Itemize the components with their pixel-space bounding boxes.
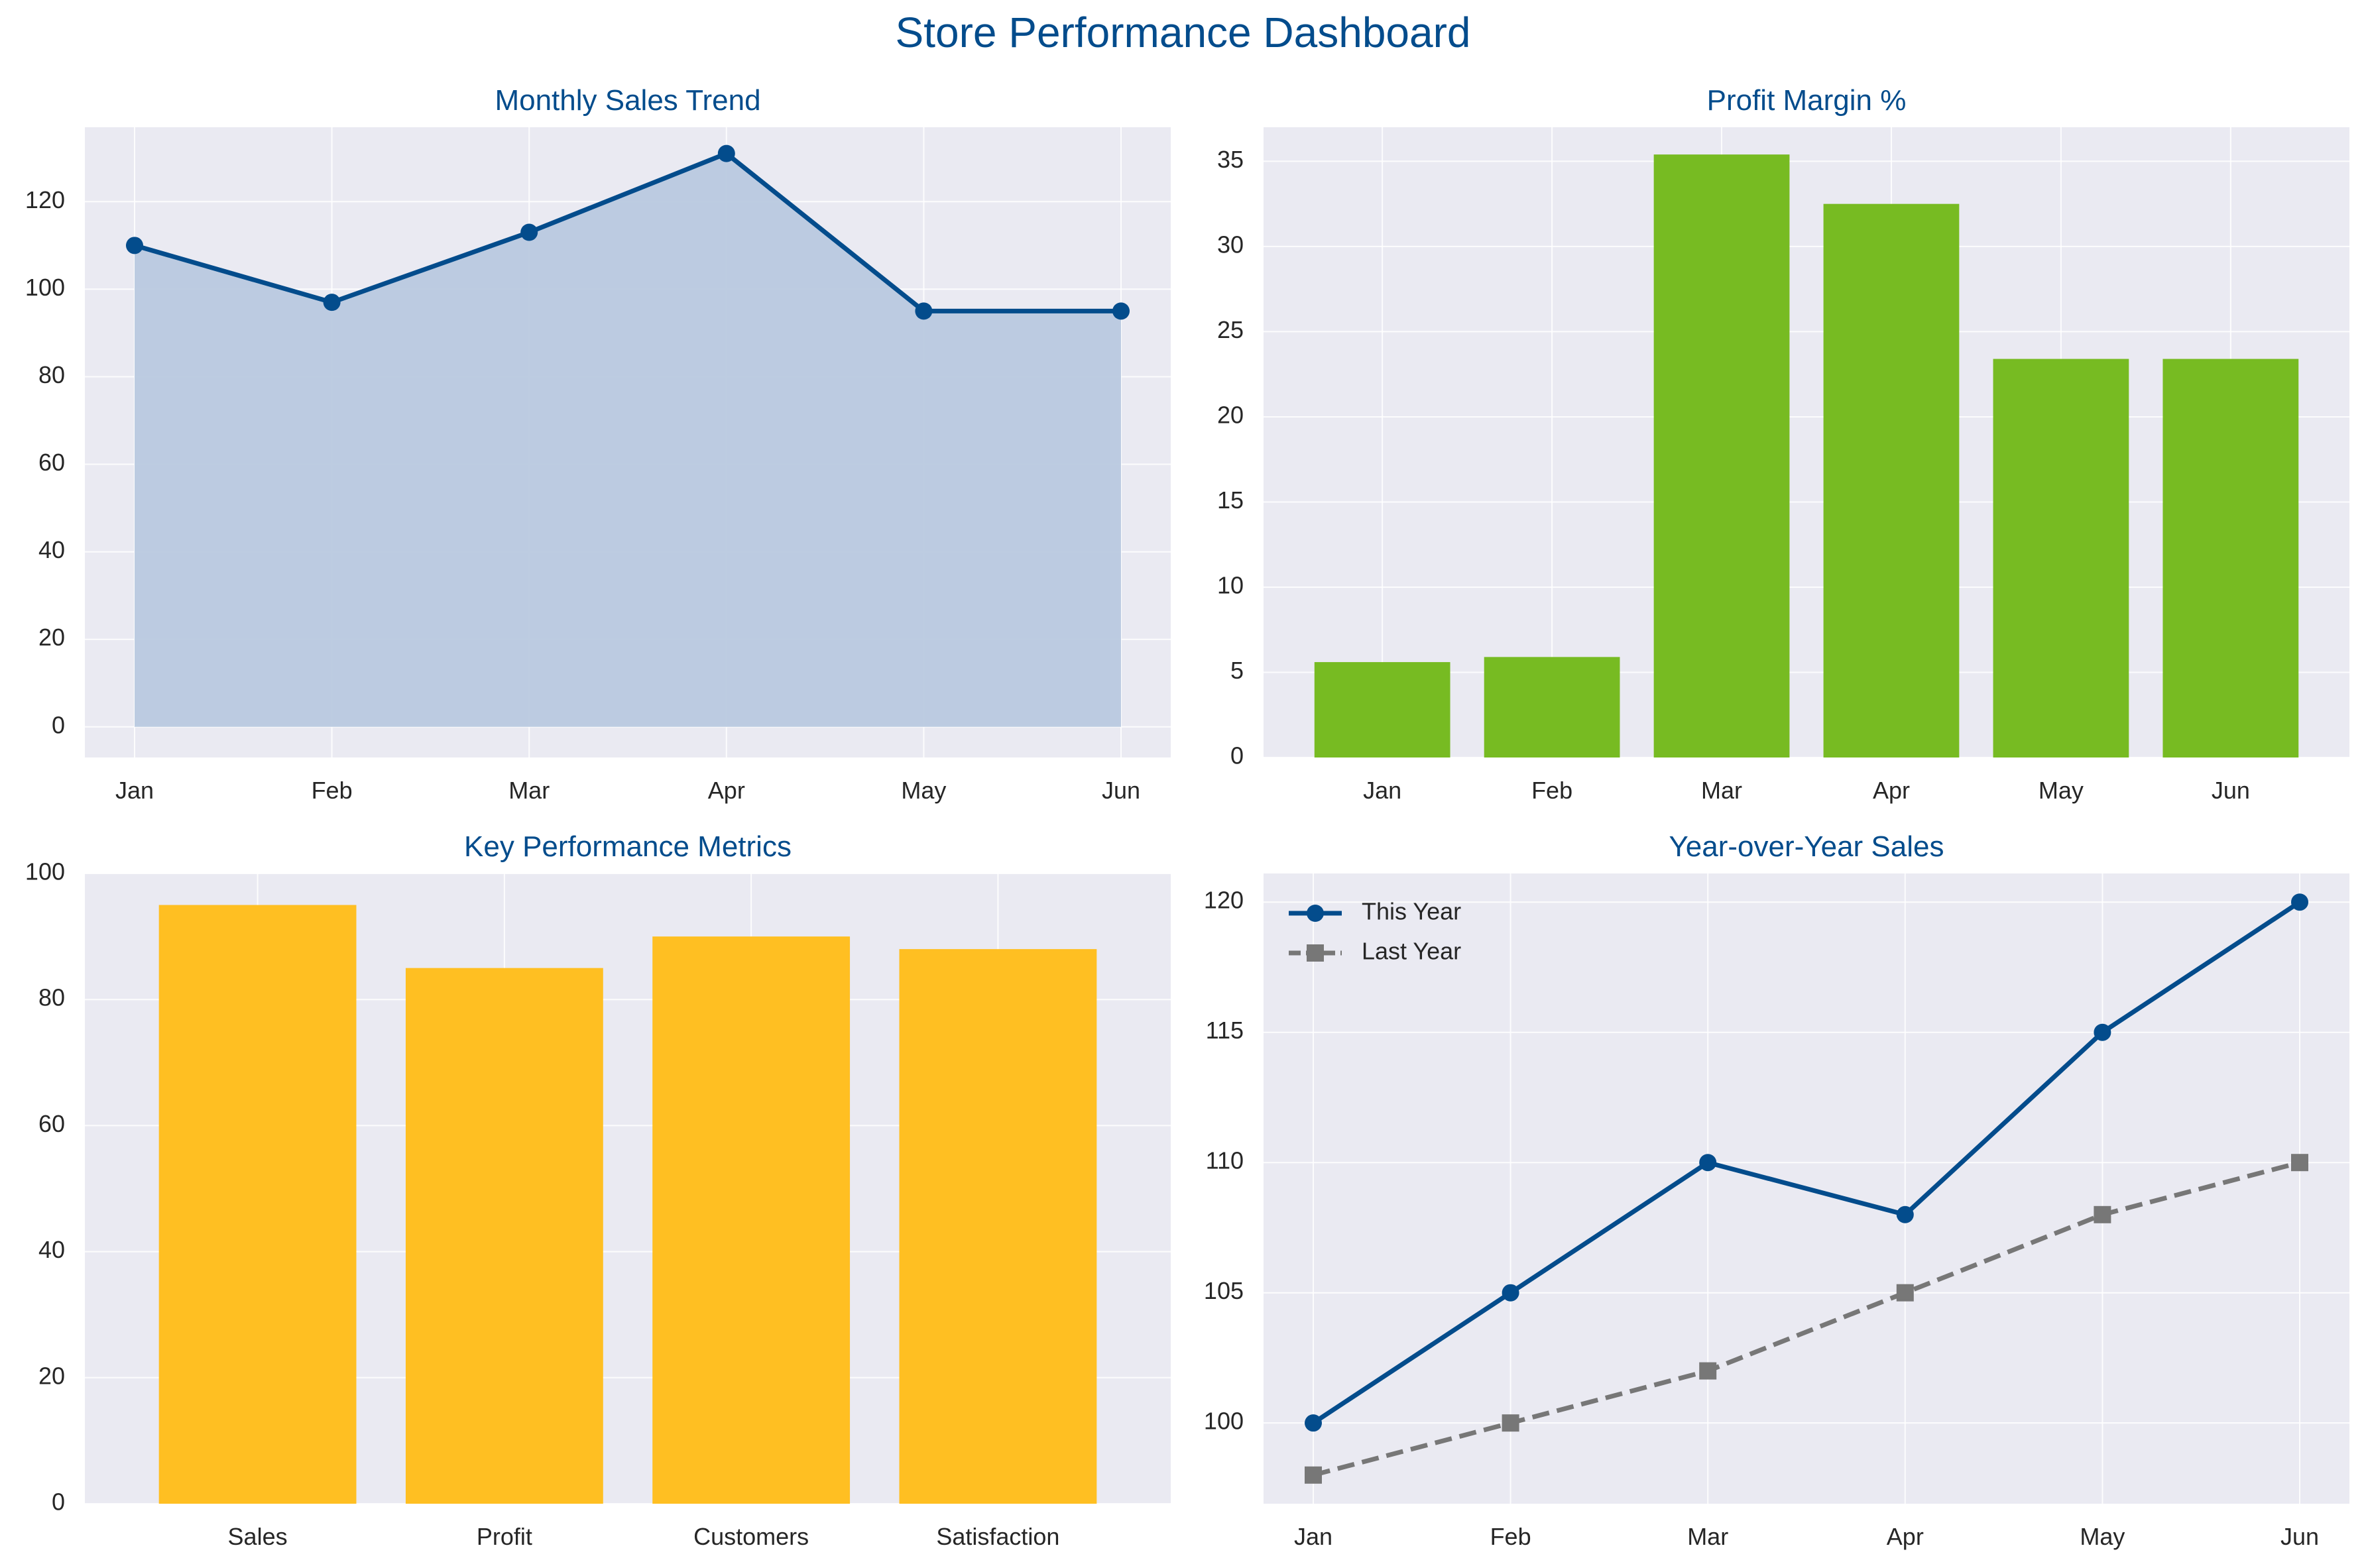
profit-ytick-label: 35 xyxy=(1217,146,1244,173)
profit-ytick-label: 30 xyxy=(1217,231,1244,258)
yoy-xtick-label: Apr xyxy=(1887,1523,1924,1550)
yoy-xtick-label: Jun xyxy=(2280,1523,2319,1550)
profit-ytick-label: 20 xyxy=(1217,401,1244,428)
yoy-legend-label-1: Last Year xyxy=(1362,938,1461,965)
profit-xtick-label: Mar xyxy=(1701,777,1742,804)
sales-title: Monthly Sales Trend xyxy=(495,84,760,117)
kpi-bar xyxy=(899,949,1097,1504)
sales-xtick-label: Jun xyxy=(1102,777,1140,804)
yoy-point-1 xyxy=(2094,1205,2111,1223)
profit-xtick-label: Jun xyxy=(2212,777,2250,804)
yoy-series-line-1 xyxy=(1313,1160,2300,1478)
yoy-ytick-label: 110 xyxy=(1206,1147,1244,1174)
kpi-ytick-label: 60 xyxy=(38,1110,65,1137)
sales-xtick-label: Apr xyxy=(708,777,745,804)
kpi-ytick-label: 40 xyxy=(38,1236,65,1263)
profit-bar xyxy=(1653,154,1790,757)
yoy-xtick-label: May xyxy=(2080,1523,2125,1550)
sales-area-fill xyxy=(135,153,1121,727)
sales-ytick-label: 80 xyxy=(38,361,65,388)
profit-bar xyxy=(2162,359,2299,757)
sales-xtick-label: Mar xyxy=(508,777,550,804)
kpi-ytick-label: 20 xyxy=(38,1362,65,1389)
yoy-point-0 xyxy=(1699,1154,1717,1172)
sales-point xyxy=(520,223,538,241)
sales-point xyxy=(1112,302,1130,320)
sales-ytick-label: 100 xyxy=(25,274,65,301)
sales-ytick-label: 0 xyxy=(52,711,65,738)
sales-point xyxy=(915,302,933,320)
kpi-title: Key Performance Metrics xyxy=(464,830,792,863)
yoy-point-1 xyxy=(1502,1414,1519,1432)
sales-xtick-label: Jan xyxy=(115,777,154,804)
kpi-ytick-label: 0 xyxy=(52,1488,65,1516)
kpi-bar xyxy=(405,968,603,1504)
profit-bar xyxy=(1314,662,1450,757)
yoy-title: Year-over-Year Sales xyxy=(1669,830,1944,863)
kpi-xtick-label: Customers xyxy=(693,1523,809,1550)
yoy-legend-marker-1 xyxy=(1307,944,1324,962)
profit-ytick-label: 25 xyxy=(1217,316,1244,343)
profit-xtick-label: Jan xyxy=(1363,777,1401,804)
yoy-legend-marker-0 xyxy=(1307,905,1324,922)
profit-ytick-label: 5 xyxy=(1230,657,1244,684)
sales-xtick-label: Feb xyxy=(312,777,353,804)
yoy-point-0 xyxy=(1502,1284,1519,1302)
yoy-ytick-label: 105 xyxy=(1204,1277,1244,1304)
kpi-ytick-label: 100 xyxy=(25,858,65,885)
yoy-point-0 xyxy=(1305,1414,1322,1432)
sales-point xyxy=(717,144,735,162)
profit-xtick-label: Apr xyxy=(1873,777,1910,804)
kpi-bar xyxy=(158,905,357,1504)
yoy-point-1 xyxy=(1305,1466,1322,1484)
sales-ytick-label: 40 xyxy=(38,536,65,563)
yoy-point-1 xyxy=(1896,1284,1914,1302)
profit-bar xyxy=(1823,203,1960,757)
yoy-point-0 xyxy=(2291,893,2308,911)
sales-series-line xyxy=(134,151,1121,313)
kpi-bar xyxy=(652,936,851,1504)
profit-ytick-label: 0 xyxy=(1230,742,1244,769)
profit-xtick-label: Feb xyxy=(1531,777,1572,804)
kpi-xtick-label: Satisfaction xyxy=(936,1523,1059,1550)
yoy-series-line-0 xyxy=(1312,900,2301,1426)
sales-ytick-label: 20 xyxy=(38,624,65,651)
yoy-xtick-label: Mar xyxy=(1687,1523,1728,1550)
profit-title: Profit Margin % xyxy=(1707,84,1907,117)
sales-ytick-label: 60 xyxy=(38,449,65,476)
yoy-ytick-label: 115 xyxy=(1206,1017,1244,1044)
profit-xtick-label: May xyxy=(2039,777,2084,804)
yoy-ytick-label: 100 xyxy=(1204,1408,1244,1435)
profit-bar xyxy=(1484,657,1620,757)
yoy-point-0 xyxy=(1896,1205,1914,1223)
yoy-legend-label-0: This Year xyxy=(1362,898,1461,925)
profit-ytick-label: 15 xyxy=(1217,486,1244,514)
yoy-point-1 xyxy=(1699,1362,1717,1380)
sales-ytick-label: 120 xyxy=(25,186,65,213)
yoy-xtick-label: Jan xyxy=(1294,1523,1332,1550)
kpi-xtick-label: Profit xyxy=(477,1523,532,1550)
yoy-point-0 xyxy=(2094,1023,2111,1041)
yoy-ytick-label: 120 xyxy=(1204,887,1244,914)
yoy-xtick-label: Feb xyxy=(1490,1523,1531,1550)
sales-point xyxy=(126,237,143,254)
yoy-point-1 xyxy=(2291,1154,2308,1172)
dashboard-title: Store Performance Dashboard xyxy=(895,9,1471,56)
sales-xtick-label: May xyxy=(901,777,946,804)
sales-point xyxy=(323,294,341,311)
profit-ytick-label: 10 xyxy=(1217,571,1244,598)
profit-bar xyxy=(1993,359,2129,757)
kpi-xtick-label: Sales xyxy=(228,1523,288,1550)
kpi-ytick-label: 80 xyxy=(38,984,65,1011)
